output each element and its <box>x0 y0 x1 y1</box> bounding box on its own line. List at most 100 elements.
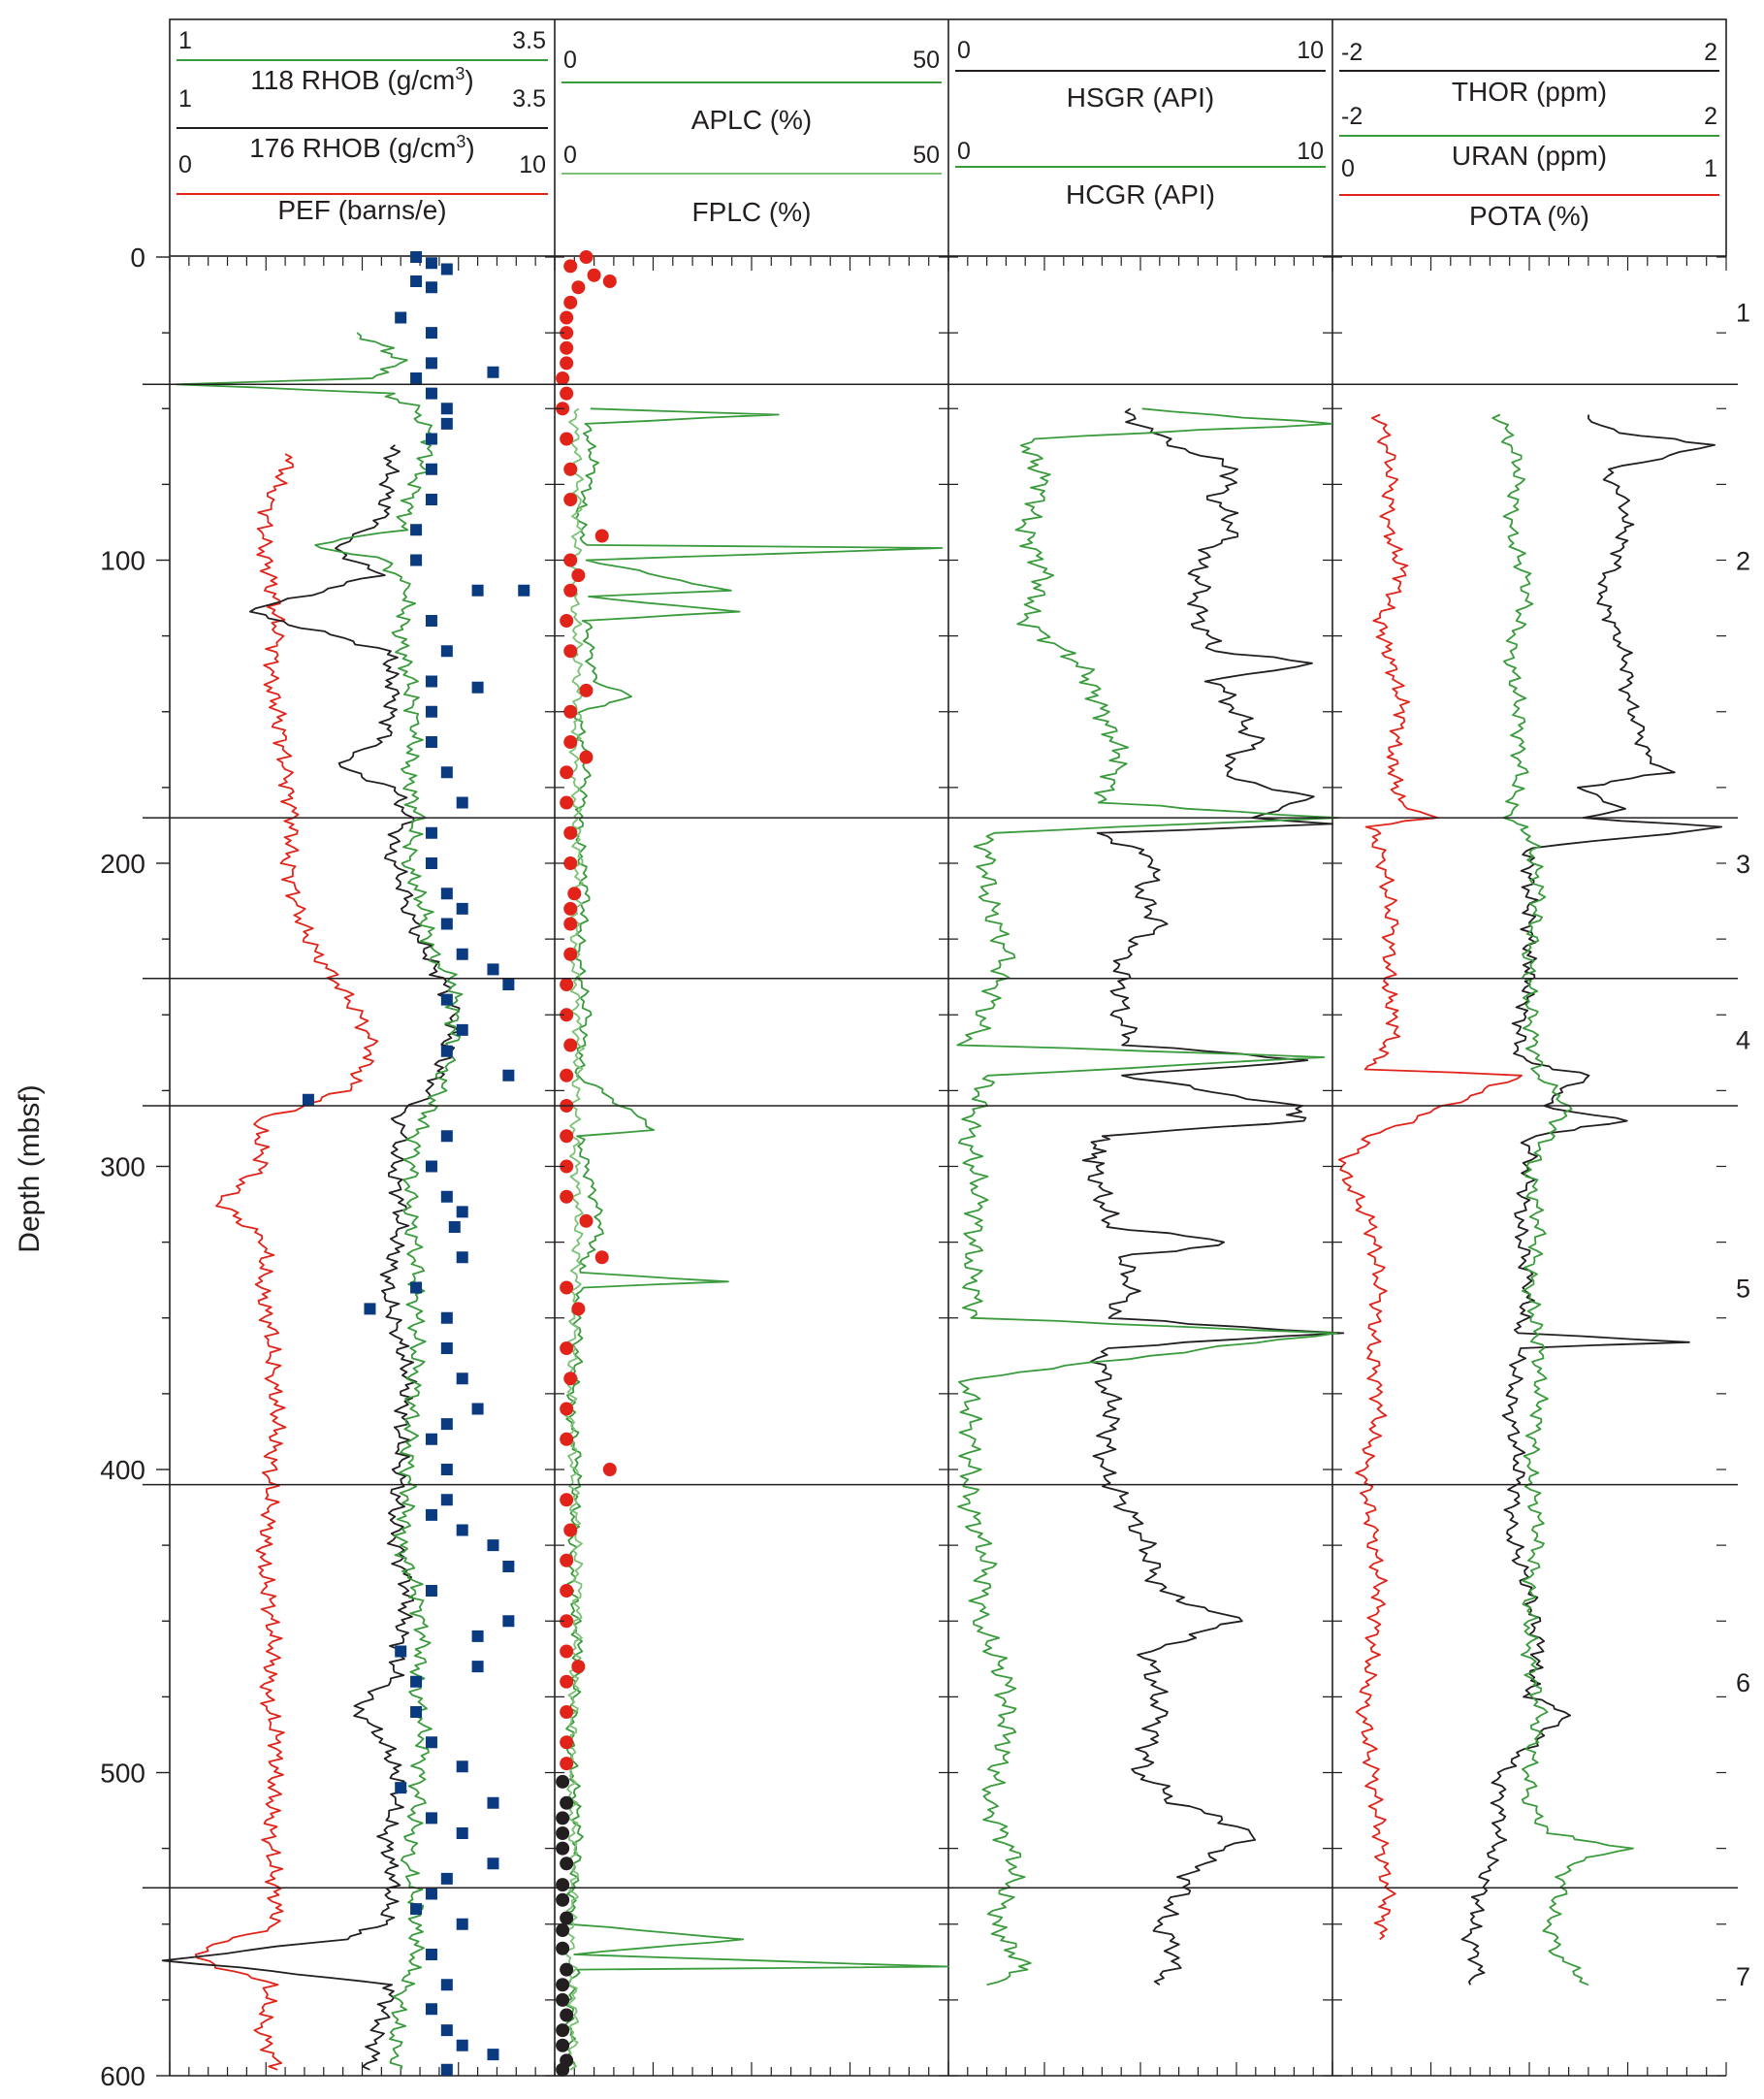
core-density-point <box>456 1827 468 1839</box>
panel-density <box>161 251 530 2076</box>
porosity-point <box>602 1463 617 1476</box>
core-density-point <box>440 1311 453 1324</box>
unit-label: 3 <box>1736 850 1750 879</box>
core-density-point <box>425 1585 437 1597</box>
core-density-point <box>395 1645 407 1658</box>
porosity-point <box>560 1705 574 1719</box>
porosity-point <box>594 1250 609 1265</box>
porosity-point <box>556 1826 570 1840</box>
core-density-point <box>487 1857 499 1870</box>
core-density-point <box>410 524 423 536</box>
panel-gamma <box>956 407 1345 1986</box>
curve-name-tail: ) <box>465 65 473 95</box>
porosity-point <box>560 1402 574 1416</box>
curve-min-label: 0 <box>1341 155 1355 182</box>
core-density-point <box>487 963 499 976</box>
y-tick-label: 500 <box>100 1759 145 1789</box>
curve-min-label: 0 <box>957 37 971 64</box>
y-tick-label: 400 <box>100 1455 145 1485</box>
porosity-point <box>571 1302 586 1316</box>
porosity-point <box>560 765 574 780</box>
core-density-point <box>425 463 437 475</box>
series-line-hsgr-api- <box>1081 407 1345 1986</box>
porosity-point <box>556 1892 570 1907</box>
porosity-point <box>560 1341 574 1355</box>
porosity-point <box>560 1493 574 1507</box>
porosity-point <box>556 2023 570 2038</box>
core-density-point <box>425 257 437 270</box>
core-density-point <box>302 1093 314 1106</box>
series-line-fplc- <box>563 407 586 2071</box>
curve-max-label: 1 <box>1704 155 1717 182</box>
curve-min-label: 0 <box>957 138 971 165</box>
porosity-point <box>560 1159 574 1174</box>
panel-headers: 1 3.5 118 RHOB (g/cm3) 1 3.5 176 RHOB (g/cm3)… <box>176 27 1719 231</box>
core-density-point <box>471 1661 484 1673</box>
core-density-point <box>456 1206 468 1218</box>
unit-label: 5 <box>1736 1275 1750 1304</box>
core-density-point <box>440 1130 453 1143</box>
core-density-point <box>425 1736 437 1749</box>
unit-label: 2 <box>1736 547 1750 576</box>
porosity-point <box>556 1978 570 1992</box>
core-density-point <box>487 2049 499 2061</box>
curve-name-label: URAN (ppm) <box>1452 141 1607 171</box>
porosity-point <box>560 340 574 355</box>
core-density-point <box>425 1949 437 1960</box>
core-density-point <box>502 1561 515 1572</box>
porosity-point <box>579 750 593 764</box>
porosity-point <box>556 1774 570 1789</box>
curve-name-tail: ) <box>465 133 474 163</box>
curve-min-label: 0 <box>178 151 192 178</box>
curve-min-label: 1 <box>178 27 192 54</box>
core-density-point <box>502 1615 515 1628</box>
porosity-point <box>563 493 578 506</box>
core-density-point <box>448 1221 461 1233</box>
y-axis-title: Depth (mbsf) <box>14 1084 46 1252</box>
porosity-point <box>560 1280 574 1295</box>
core-density-point <box>440 417 453 430</box>
porosity-point <box>560 2008 574 2022</box>
core-density-point <box>410 554 423 566</box>
porosity-point <box>560 978 574 991</box>
porosity-point <box>560 1432 574 1446</box>
curve-max-label: 50 <box>913 142 940 169</box>
core-density-point <box>410 1281 423 1294</box>
porosity-point <box>560 1584 574 1598</box>
curve-max-label: 10 <box>519 151 546 178</box>
core-density-point <box>425 1160 437 1173</box>
curve-header-gamma-0: 0 10 HSGR (API) <box>955 37 1326 113</box>
core-density-point <box>440 263 453 275</box>
porosity-point <box>560 310 574 325</box>
porosity-point <box>563 1038 578 1052</box>
porosity-point <box>560 795 574 810</box>
core-density-point <box>425 1433 437 1445</box>
core-density-point <box>487 1539 499 1552</box>
curve-header-density-0: 1 3.5 118 RHOB (g/cm3) <box>176 27 548 95</box>
core-density-point <box>410 275 423 287</box>
plot-area <box>161 19 1727 2077</box>
porosity-point <box>556 371 570 385</box>
core-density-point <box>440 1494 453 1506</box>
y-tick-label: 0 <box>130 242 145 273</box>
series-line-aplc- <box>563 407 949 2071</box>
porosity-point <box>556 1923 570 1937</box>
porosity-point <box>571 280 586 295</box>
core-density-point <box>440 2024 453 2037</box>
porosity-point <box>560 432 574 446</box>
core-density-point <box>395 1782 407 1794</box>
porosity-point <box>563 1372 578 1386</box>
unit-label: 6 <box>1736 1668 1750 1697</box>
porosity-point <box>563 704 578 719</box>
core-density-point <box>425 281 437 294</box>
core-density-point <box>440 1190 453 1203</box>
porosity-point <box>560 1757 574 1771</box>
curve-name-label: APLC (%) <box>691 105 812 135</box>
porosity-point <box>560 1795 574 1810</box>
curve-header-porosity-0: 0 50 APLC (%) <box>561 47 942 135</box>
core-density-point <box>440 766 453 779</box>
curve-min-label: -2 <box>1341 39 1363 66</box>
porosity-point <box>563 856 578 870</box>
curve-name-label: HSGR (API) <box>1067 82 1214 113</box>
core-density-point <box>425 327 437 339</box>
